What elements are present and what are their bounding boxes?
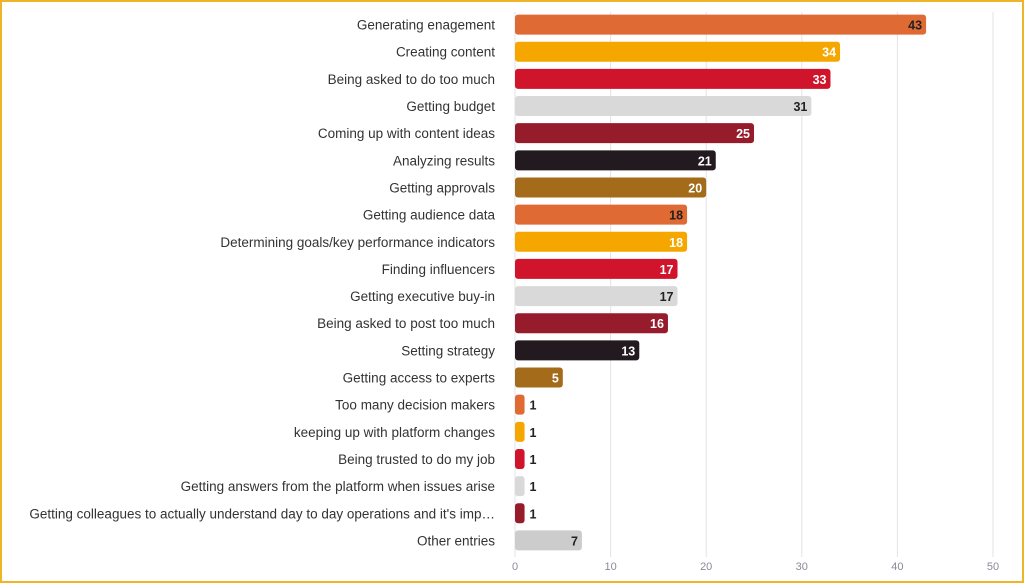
category-label: Setting strategy: [401, 343, 495, 358]
category-label: Getting answers from the platform when i…: [181, 479, 495, 494]
x-tick-label: 40: [891, 561, 903, 573]
bar: [515, 476, 525, 497]
bar: [515, 96, 812, 117]
category-label: Too many decision makers: [335, 398, 495, 413]
category-label: Determining goals/key performance indica…: [220, 235, 495, 250]
bar-value-label: 7: [571, 534, 578, 548]
bar-value-label: 31: [793, 100, 807, 114]
category-label: Finding influencers: [382, 262, 496, 277]
bar-value-label: 1: [530, 507, 537, 521]
x-tick-label: 50: [987, 561, 999, 573]
category-label: Analyzing results: [393, 153, 495, 168]
bar: [515, 150, 716, 171]
gridlines: [514, 12, 994, 557]
bar-value-label: 33: [813, 73, 827, 87]
category-label: Getting access to experts: [343, 371, 496, 386]
bar-value-label: 21: [698, 154, 712, 168]
bar-value-label: 43: [908, 19, 922, 33]
bar-value-label: 18: [669, 236, 683, 250]
category-label: Getting executive buy-in: [350, 289, 495, 304]
x-axis-ticks: 0 10 20 30 40 50: [512, 561, 999, 573]
category-label: Being asked to do too much: [328, 72, 495, 87]
bar-value-label: 17: [660, 263, 674, 277]
bar-value-label: 1: [530, 426, 537, 440]
x-tick-label: 20: [700, 561, 712, 573]
category-label: keeping up with platform changes: [294, 425, 495, 440]
category-labels: Generating enagement Creating content Bein…: [29, 18, 495, 549]
x-tick-label: 0: [512, 561, 518, 573]
bar: [515, 68, 831, 89]
bar-value-label: 13: [621, 344, 635, 358]
bar-value-label: 18: [669, 209, 683, 223]
category-label: Getting budget: [406, 99, 495, 114]
bar-value-label: 17: [660, 290, 674, 304]
category-label: Creating content: [396, 45, 495, 60]
x-tick-label: 10: [604, 561, 616, 573]
bar-value-label: 25: [736, 127, 750, 141]
bar-value-label: 20: [688, 181, 702, 195]
bar: [515, 41, 841, 62]
bar-value-label: 16: [650, 317, 664, 331]
category-label: Getting colleagues to actually understan…: [29, 506, 495, 521]
bar: [515, 340, 640, 361]
bar: [515, 394, 525, 415]
category-label: Generating enagement: [357, 18, 495, 33]
bar: [515, 313, 668, 334]
bar-value-label: 1: [530, 453, 537, 467]
bar-value-label: 1: [530, 399, 537, 413]
bars: [515, 14, 927, 551]
category-label: Being trusted to do my job: [338, 452, 495, 467]
bar: [515, 367, 563, 388]
bar: [515, 503, 525, 524]
bar: [515, 286, 678, 307]
category-label: Being asked to post too much: [317, 316, 495, 331]
bar: [515, 448, 525, 469]
bar: [515, 123, 754, 144]
bar: [515, 204, 688, 225]
category-label: Coming up with content ideas: [318, 126, 495, 141]
bar: [515, 530, 582, 551]
bar: [515, 258, 678, 279]
category-label: Getting approvals: [389, 180, 495, 195]
bar: [515, 14, 927, 35]
category-label: Other entries: [417, 533, 495, 548]
bar-value-label: 1: [530, 480, 537, 494]
bar-value-label: 34: [822, 46, 836, 60]
bar: [515, 421, 525, 442]
x-tick-label: 30: [796, 561, 808, 573]
category-label: Getting audience data: [363, 208, 496, 223]
bar: [515, 231, 688, 252]
bar-value-label: 5: [552, 372, 559, 386]
bar: [515, 177, 707, 198]
